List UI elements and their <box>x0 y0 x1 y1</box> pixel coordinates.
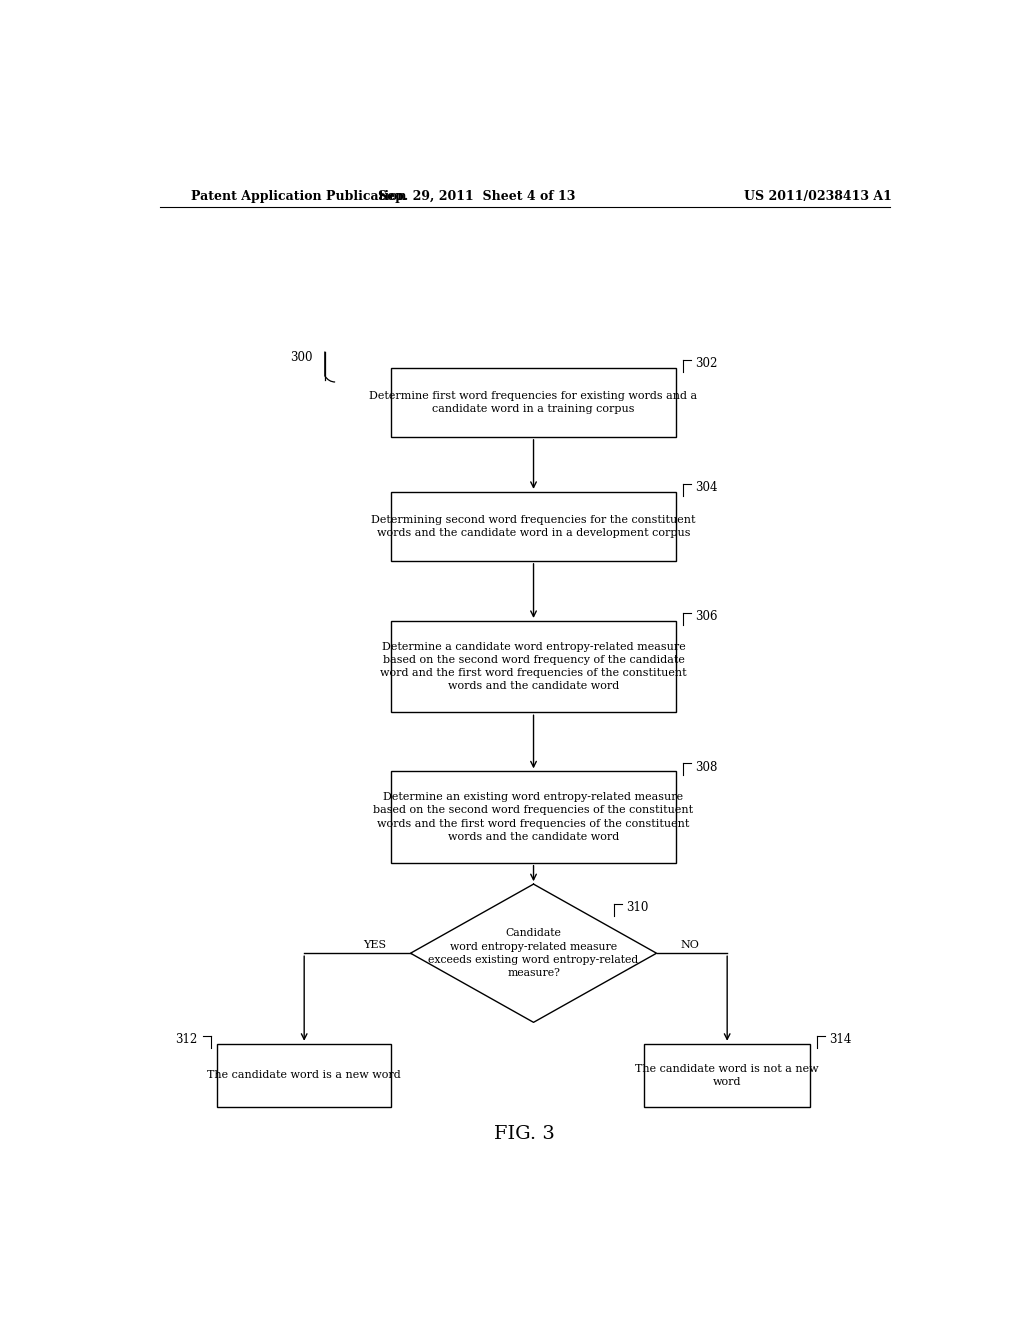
Text: 314: 314 <box>829 1034 852 1047</box>
Text: 300: 300 <box>291 351 313 364</box>
Bar <box>391 620 677 713</box>
Bar <box>391 771 677 863</box>
Text: FIG. 3: FIG. 3 <box>495 1125 555 1143</box>
Bar <box>391 368 677 437</box>
Text: 306: 306 <box>695 610 718 623</box>
Text: Determine first word frequencies for existing words and a
candidate word in a tr: Determine first word frequencies for exi… <box>370 391 697 414</box>
Text: 312: 312 <box>175 1034 198 1047</box>
Text: 310: 310 <box>627 902 649 915</box>
Text: Determine an existing word entropy-related measure
based on the second word freq: Determine an existing word entropy-relat… <box>374 792 693 842</box>
Text: Candidate
word entropy-related measure
exceeds existing word entropy-related
mea: Candidate word entropy-related measure e… <box>428 928 639 978</box>
Text: Sep. 29, 2011  Sheet 4 of 13: Sep. 29, 2011 Sheet 4 of 13 <box>379 190 575 202</box>
Text: 304: 304 <box>695 482 718 494</box>
Text: Determining second word frequencies for the constituent
words and the candidate : Determining second word frequencies for … <box>372 515 695 539</box>
Text: The candidate word is not a new
word: The candidate word is not a new word <box>635 1064 819 1086</box>
Text: Determine a candidate word entropy-related measure
based on the second word freq: Determine a candidate word entropy-relat… <box>380 642 687 692</box>
Text: US 2011/0238413 A1: US 2011/0238413 A1 <box>744 190 892 202</box>
Text: NO: NO <box>680 940 699 950</box>
Text: 308: 308 <box>695 760 718 774</box>
Bar <box>391 492 677 561</box>
Bar <box>644 1044 811 1106</box>
Bar <box>217 1044 391 1106</box>
Text: The candidate word is a new word: The candidate word is a new word <box>207 1071 401 1080</box>
Text: Patent Application Publication: Patent Application Publication <box>191 190 407 202</box>
Text: 302: 302 <box>695 358 718 370</box>
Text: YES: YES <box>364 940 387 950</box>
